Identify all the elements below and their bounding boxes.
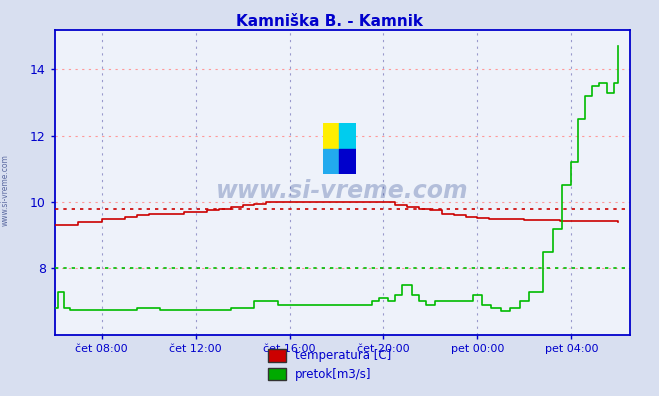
Text: www.si-vreme.com: www.si-vreme.com bbox=[216, 179, 469, 203]
Bar bbox=[339, 123, 356, 148]
Text: www.si-vreme.com: www.si-vreme.com bbox=[1, 154, 10, 226]
Text: Kamniška B. - Kamnik: Kamniška B. - Kamnik bbox=[236, 14, 423, 29]
Bar bbox=[323, 123, 339, 148]
Bar bbox=[323, 148, 339, 174]
Bar bbox=[339, 148, 356, 174]
Legend: temperatura [C], pretok[m3/s]: temperatura [C], pretok[m3/s] bbox=[263, 345, 396, 386]
